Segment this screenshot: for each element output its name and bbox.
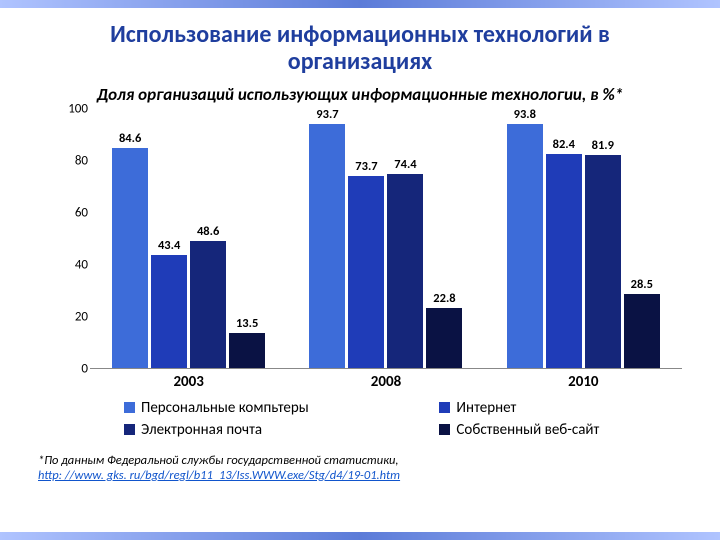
legend-item: Собственный веб-сайт xyxy=(439,421,682,439)
x-tick-label: 2010 xyxy=(485,369,682,391)
bar-group: 84.6 43.4 48.6 13.5 xyxy=(90,109,287,368)
bar: 13.5 xyxy=(229,316,265,368)
bar-groups: 84.6 43.4 48.6 13.5 93.7 73.7 74.4 22.8 93.8 82.4… xyxy=(90,109,682,368)
legend-item: Персональные компьтеры xyxy=(124,399,391,417)
x-tick-label: 2008 xyxy=(287,369,484,391)
bar: 93.8 xyxy=(507,107,543,368)
bar-value-label: 73.7 xyxy=(355,159,377,174)
bar: 82.4 xyxy=(546,137,582,368)
y-tick: 40 xyxy=(60,257,88,272)
bar: 28.5 xyxy=(624,277,660,368)
bar-rect xyxy=(229,333,265,368)
y-tick: 20 xyxy=(60,309,88,324)
bar-value-label: 84.6 xyxy=(119,131,141,146)
footnote-link[interactable]: http: //www. gks. ru/bgd/regl/b11_13/Iss… xyxy=(38,468,400,483)
x-tick-label: 2003 xyxy=(90,369,287,391)
y-tick: 0 xyxy=(60,361,88,376)
footnote-text: *По данным Федеральной службы государств… xyxy=(38,453,399,468)
bar: 81.9 xyxy=(585,138,621,368)
bar-value-label: 74.4 xyxy=(394,157,416,172)
bar-rect xyxy=(112,148,148,368)
bar-value-label: 22.8 xyxy=(433,291,455,306)
legend-swatch xyxy=(439,424,450,435)
bar-rect xyxy=(585,155,621,368)
bar-group: 93.7 73.7 74.4 22.8 xyxy=(287,109,484,368)
legend-swatch xyxy=(124,402,135,413)
legend-swatch xyxy=(124,424,135,435)
bar-rect xyxy=(387,174,423,367)
slide-title: Использование информационных технологий … xyxy=(38,22,682,76)
bar-rect xyxy=(309,124,345,368)
bar-group: 93.8 82.4 81.9 28.5 xyxy=(485,109,682,368)
bar-rect xyxy=(348,176,384,368)
bar: 43.4 xyxy=(151,238,187,368)
bar-rect xyxy=(507,124,543,368)
bar-value-label: 48.6 xyxy=(197,224,219,239)
legend-label: Собственный веб-сайт xyxy=(456,421,599,439)
bar-value-label: 28.5 xyxy=(631,277,653,292)
y-tick: 100 xyxy=(60,101,88,116)
bar: 22.8 xyxy=(426,291,462,367)
bar-value-label: 93.8 xyxy=(514,107,536,122)
y-tick: 80 xyxy=(60,153,88,168)
legend-swatch xyxy=(439,402,450,413)
y-tick: 60 xyxy=(60,205,88,220)
plot-area: 84.6 43.4 48.6 13.5 93.7 73.7 74.4 22.8 93.8 82.4… xyxy=(90,109,682,369)
legend-label: Персональные компьтеры xyxy=(141,399,309,417)
bar-rect xyxy=(624,294,660,368)
bar: 73.7 xyxy=(348,159,384,368)
legend-label: Интернет xyxy=(456,399,516,417)
bar-value-label: 43.4 xyxy=(158,238,180,253)
y-axis: 020406080100 xyxy=(60,109,90,369)
bar: 93.7 xyxy=(309,107,345,368)
bar: 84.6 xyxy=(112,131,148,368)
bar: 74.4 xyxy=(387,157,423,367)
legend-item: Электронная почта xyxy=(124,421,391,439)
bar-value-label: 93.7 xyxy=(316,107,338,122)
bar-rect xyxy=(426,308,462,367)
bar-chart: 020406080100 84.643.448.613.593.773.774.… xyxy=(60,109,682,439)
bar-rect xyxy=(546,154,582,368)
bar-value-label: 81.9 xyxy=(592,138,614,153)
footnote: *По данным Федеральной службы государств… xyxy=(38,453,682,483)
legend-label: Электронная почта xyxy=(141,421,262,439)
bar: 48.6 xyxy=(190,224,226,367)
bar-rect xyxy=(190,241,226,367)
legend: Персональные компьтеры Интернет Электронна… xyxy=(124,399,682,439)
bar-rect xyxy=(151,255,187,368)
bar-value-label: 13.5 xyxy=(236,316,258,331)
x-axis-labels: 200320082010 xyxy=(90,369,682,391)
legend-item: Интернет xyxy=(439,399,682,417)
chart-subtitle: Доля организаций использующих информацио… xyxy=(38,84,682,105)
bar-value-label: 82.4 xyxy=(553,137,575,152)
